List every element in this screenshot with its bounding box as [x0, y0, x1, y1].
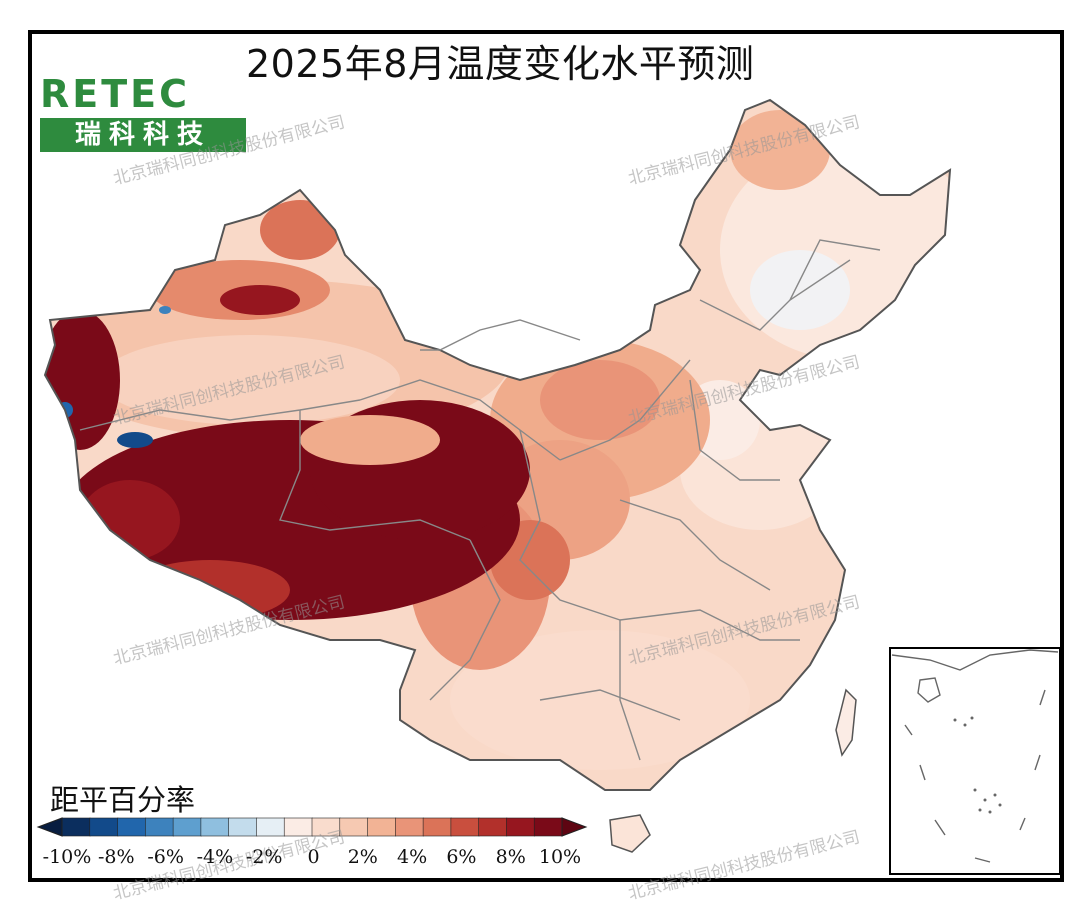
legend-tick-label: 2% [347, 846, 378, 868]
colorbar-extend-low [36, 817, 63, 837]
colorbar-segment [367, 817, 397, 837]
colorbar-segment [145, 817, 174, 837]
legend-tick-label: 6% [446, 846, 477, 868]
inset-hainan [917, 677, 941, 703]
legend-tick-label: -8% [98, 846, 135, 868]
legend-tick-label: 10% [538, 846, 582, 868]
colorbar-segment [450, 817, 480, 837]
colorbar-segment [283, 817, 313, 837]
china-border [43, 98, 952, 791]
south-china-sea-inset [889, 647, 1061, 875]
legend-tick-label: 4% [397, 846, 428, 868]
colorbar-segment [506, 817, 536, 837]
logo-brand: RETEC [40, 72, 190, 116]
inset-islands [953, 716, 1002, 814]
hainan-island [609, 814, 651, 853]
colorbar-segment [256, 817, 286, 837]
colorbar-segment [200, 817, 230, 837]
colorbar-segment [89, 817, 119, 837]
legend-colorbar [36, 817, 588, 837]
retec-logo: RETEC 瑞科科技 [40, 72, 246, 152]
legend-tick-label: 0 [307, 846, 320, 868]
legend-tick-label: -6% [147, 846, 184, 868]
page-title: 2025年8月温度变化水平预测 [246, 42, 755, 86]
temperature-field [45, 100, 950, 790]
legend-tick-label: -4% [196, 846, 234, 868]
colorbar-extend-high [561, 817, 588, 837]
inset-dashed-line [904, 689, 1046, 863]
legend-tick-label: 8% [495, 846, 526, 868]
colorbar-segment [117, 817, 147, 837]
legend-tick-label: -10% [42, 846, 92, 868]
legend-title: 距平百分率 [50, 783, 196, 817]
legend-tick-label: -2% [245, 846, 283, 868]
colorbar-segment [228, 817, 258, 837]
logo-name: 瑞科科技 [40, 118, 246, 152]
colorbar-segment [533, 817, 563, 837]
colorbar-segment [395, 817, 424, 837]
colorbar-segment [61, 817, 91, 837]
province-boundaries [79, 239, 881, 761]
inset-coastline [891, 649, 1059, 671]
colorbar-segment [339, 817, 369, 837]
colorbar-segment [311, 817, 341, 837]
colorbar-segment [478, 817, 508, 837]
colorbar-segment [172, 817, 202, 837]
taiwan-island [835, 688, 857, 757]
colorbar-segment [422, 817, 452, 837]
